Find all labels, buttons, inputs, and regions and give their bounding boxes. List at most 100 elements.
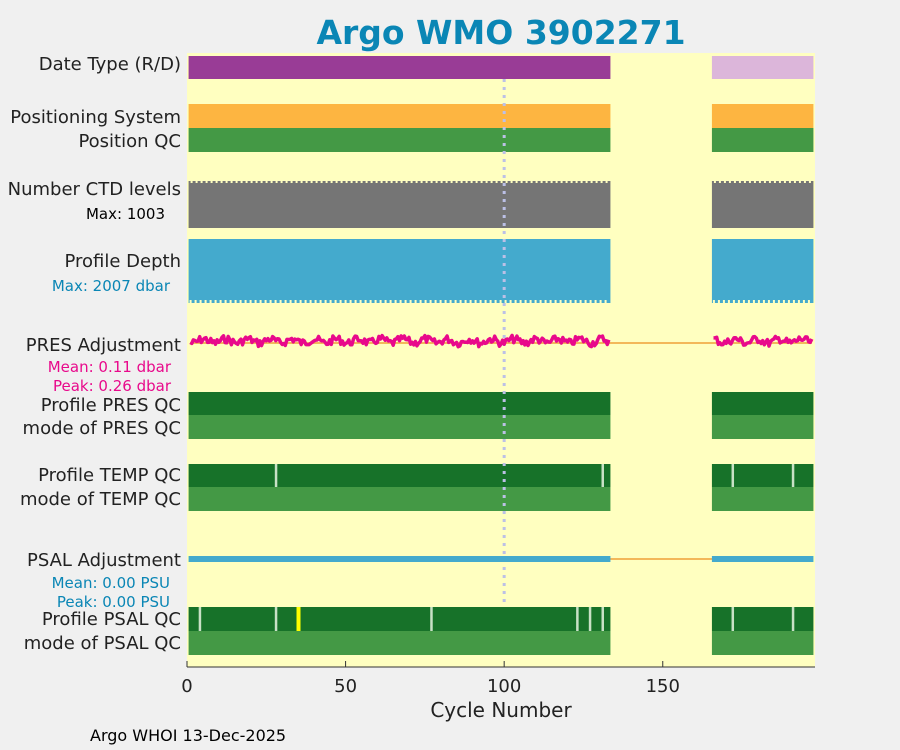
depth-notch bbox=[459, 300, 462, 303]
depth-notch bbox=[574, 300, 577, 303]
depth-notch bbox=[439, 300, 442, 303]
pres-peak-text: Peak: 0.26 dbar bbox=[53, 377, 172, 395]
depth-notch bbox=[289, 300, 292, 303]
depth-notch bbox=[354, 300, 357, 303]
ctd-level-notch bbox=[455, 181, 458, 183]
depth-notch bbox=[504, 300, 507, 303]
depth-notch bbox=[404, 300, 407, 303]
ctd-level-notch bbox=[380, 181, 383, 183]
ctd-level-notch bbox=[340, 181, 343, 183]
label-psal-adjustment: PSAL Adjustment bbox=[27, 550, 181, 571]
profile-psal-qc-bar bbox=[188, 607, 611, 631]
date-type-bar bbox=[188, 56, 611, 79]
depth-notch bbox=[319, 300, 322, 303]
ctd-level-notch bbox=[330, 181, 333, 183]
depth-notch bbox=[189, 300, 192, 303]
depth-notch bbox=[234, 300, 237, 303]
profile-temp-qc-bar bbox=[711, 464, 814, 487]
ctd-level-notch bbox=[225, 181, 228, 183]
depth-notch bbox=[254, 300, 257, 303]
chart-title: Argo WMO 3902271 bbox=[316, 13, 685, 52]
ctd-level-notch bbox=[733, 181, 736, 183]
ctd-level-notch bbox=[778, 181, 781, 183]
ctd-level-notch bbox=[305, 181, 308, 183]
ctd-level-notch bbox=[763, 181, 766, 183]
depth-notch bbox=[314, 300, 317, 303]
ctd-level-notch bbox=[530, 181, 533, 183]
depth-notch bbox=[294, 300, 297, 303]
depth-notch bbox=[349, 300, 352, 303]
ctd-level-notch bbox=[520, 181, 523, 183]
depth-notch bbox=[384, 300, 387, 303]
ctd-level-notch bbox=[585, 181, 588, 183]
ctd-level-notch bbox=[190, 181, 193, 183]
x-tick-label: 50 bbox=[334, 676, 357, 697]
ctd-level-notch bbox=[275, 181, 278, 183]
ctd-level-notch bbox=[803, 181, 806, 183]
depth-max-text: Max: 2007 dbar bbox=[52, 277, 171, 295]
ctd-level-notch bbox=[500, 181, 503, 183]
profile-psal-qc-flag bbox=[198, 607, 202, 631]
depth-notch bbox=[594, 300, 597, 303]
psal-adjustment-series bbox=[188, 556, 611, 562]
depth-notch bbox=[599, 300, 602, 303]
depth-notch bbox=[374, 300, 377, 303]
ctd-level-notch bbox=[255, 181, 258, 183]
ctd-level-notch bbox=[265, 181, 268, 183]
depth-notch bbox=[304, 300, 307, 303]
depth-notch bbox=[732, 300, 735, 303]
depth-notch bbox=[722, 300, 725, 303]
depth-notch bbox=[737, 300, 740, 303]
ctd-level-notch bbox=[205, 181, 208, 183]
ctd-level-notch bbox=[415, 181, 418, 183]
ctd-level-notch bbox=[495, 181, 498, 183]
depth-notch bbox=[569, 300, 572, 303]
depth-notch bbox=[717, 300, 720, 303]
depth-notch bbox=[564, 300, 567, 303]
ctd-level-notch bbox=[450, 181, 453, 183]
ctd-level-notch bbox=[320, 181, 323, 183]
depth-notch bbox=[484, 300, 487, 303]
ctd-level-notch bbox=[605, 181, 608, 183]
ctd-level-notch bbox=[360, 181, 363, 183]
ctd-level-notch bbox=[430, 181, 433, 183]
ctd-level-notch bbox=[280, 181, 283, 183]
depth-notch bbox=[274, 300, 277, 303]
ctd-level-notch bbox=[460, 181, 463, 183]
ctd-level-notch bbox=[783, 181, 786, 183]
ctd-level-notch bbox=[395, 181, 398, 183]
depth-notch bbox=[199, 300, 202, 303]
depth-notch bbox=[324, 300, 327, 303]
profile-psal-qc-flag bbox=[588, 607, 592, 631]
depth-notch bbox=[259, 300, 262, 303]
depth-notch bbox=[204, 300, 207, 303]
depth-notch bbox=[269, 300, 272, 303]
ctd-level-notch bbox=[345, 181, 348, 183]
depth-notch bbox=[499, 300, 502, 303]
depth-notch bbox=[807, 300, 810, 303]
label-ctd-levels: Number CTD levels bbox=[8, 179, 181, 200]
ctd-level-notch bbox=[550, 181, 553, 183]
label-profile-depth: Profile Depth bbox=[64, 251, 181, 272]
depth-notch bbox=[194, 300, 197, 303]
depth-notch bbox=[309, 300, 312, 303]
depth-notch bbox=[514, 300, 517, 303]
ctd-level-notch bbox=[580, 181, 583, 183]
depth-notch bbox=[539, 300, 542, 303]
ctd-level-notch bbox=[270, 181, 273, 183]
ctd-level-notch bbox=[570, 181, 573, 183]
depth-notch bbox=[284, 300, 287, 303]
position-qc-bar bbox=[188, 128, 611, 152]
depth-notch bbox=[712, 300, 715, 303]
depth-notch bbox=[544, 300, 547, 303]
ctd-level-notch bbox=[723, 181, 726, 183]
ctd-level-notch bbox=[758, 181, 761, 183]
depth-notch bbox=[529, 300, 532, 303]
profile-temp-qc-flag bbox=[791, 464, 795, 487]
psal-peak-text: Peak: 0.00 PSU bbox=[57, 593, 170, 611]
positioning-system-bar bbox=[711, 104, 814, 128]
position-qc-bar bbox=[711, 128, 814, 152]
ctd-level-notch bbox=[445, 181, 448, 183]
label-mode-temp-qc: mode of TEMP QC bbox=[20, 489, 181, 510]
ctd-level-notch bbox=[718, 181, 721, 183]
